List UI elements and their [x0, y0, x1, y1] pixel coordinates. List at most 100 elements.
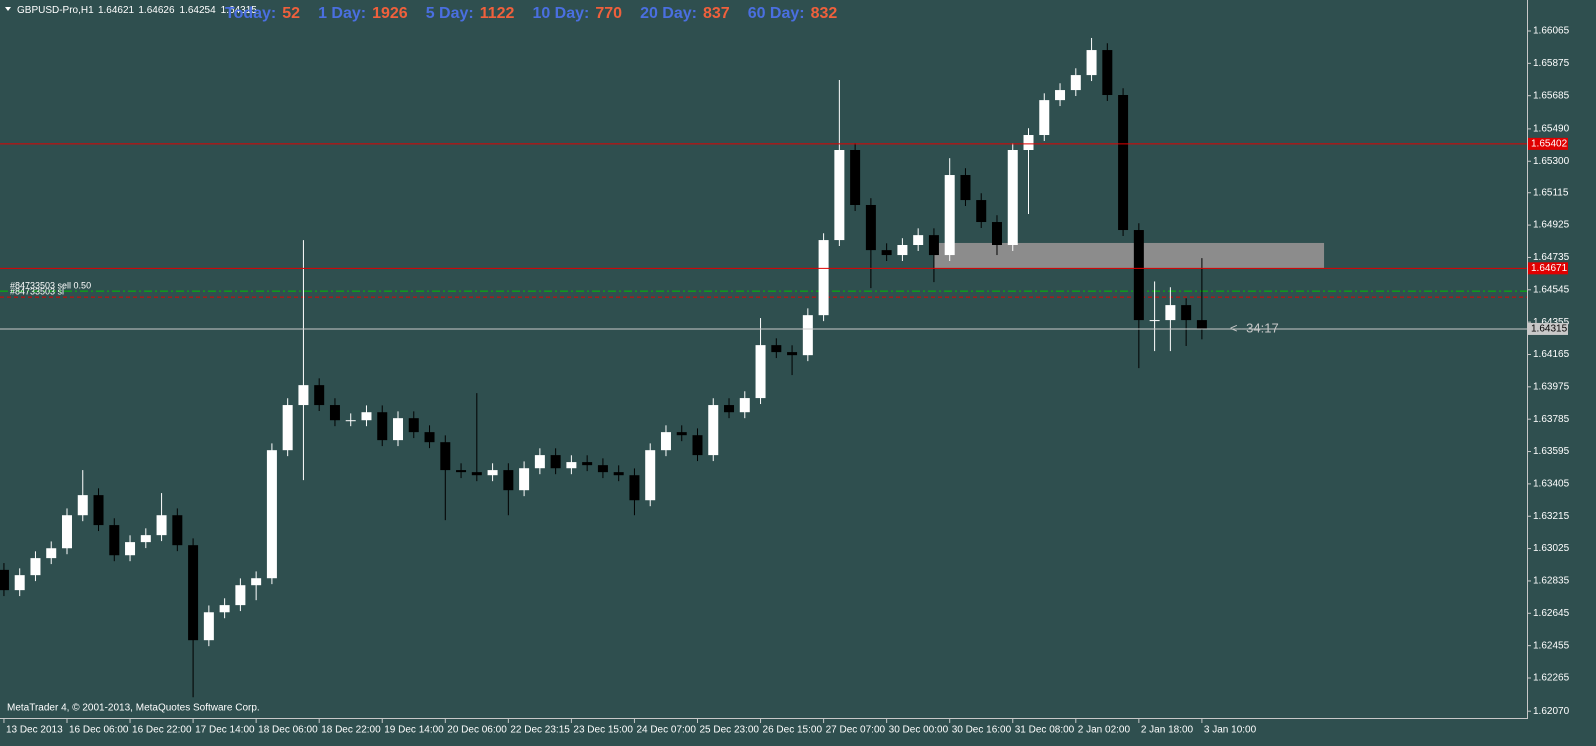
stat-value: 837: [703, 5, 730, 22]
stat-value: 770: [595, 5, 622, 22]
candle-body: [991, 222, 1002, 246]
candle-body: [913, 235, 924, 246]
candle-body: [802, 315, 813, 356]
candle-body: [440, 442, 451, 471]
candle-body: [629, 475, 640, 501]
candle-body: [93, 495, 104, 526]
stat-value: 832: [811, 5, 838, 22]
y-tick-label: 1.64735: [1533, 252, 1570, 263]
y-tick-label: 1.65685: [1533, 90, 1570, 101]
y-tick-label: 1.63025: [1533, 543, 1570, 554]
stat-label: Today:: [225, 5, 276, 22]
candle-body: [519, 468, 530, 491]
candle-body: [487, 470, 498, 476]
candle-body: [1070, 75, 1081, 91]
y-tick-label: 1.62070: [1533, 706, 1570, 717]
x-tick-label: 18 Dec 22:00: [321, 725, 381, 736]
candle-body: [188, 545, 199, 641]
candle-body: [613, 472, 624, 476]
stat-label: 1 Day:: [318, 5, 366, 22]
candle-body: [46, 548, 57, 559]
candle-body: [298, 385, 309, 406]
candle-body: [125, 542, 136, 556]
ohlc-value: 1.64621: [98, 5, 135, 16]
level-tag: [1528, 262, 1568, 275]
y-tick-label: 1.65490: [1533, 124, 1570, 135]
x-tick-label: 31 Dec 08:00: [1015, 725, 1075, 736]
candle-body: [219, 605, 230, 613]
stats: Today: 52 1 Day: 1926 5 Day: 1122 10 Day: 770 20…: [225, 5, 837, 22]
y-tick-label: 1.63975: [1533, 381, 1570, 392]
candle-body: [550, 455, 561, 469]
candle-body: [1102, 50, 1113, 96]
candle-body: [377, 412, 388, 441]
y-tick-label: 1.64925: [1533, 220, 1570, 231]
candle-body: [77, 495, 88, 516]
ohlc-value: 1.64254: [180, 5, 217, 16]
candle-body: [692, 435, 703, 456]
stat-label: 60 Day:: [748, 5, 805, 22]
x-tick-label: 18 Dec 06:00: [258, 725, 318, 736]
candle-body: [424, 432, 435, 443]
candle-body: [14, 575, 25, 591]
stat-value: 52: [282, 5, 300, 22]
candle-body: [251, 578, 262, 586]
stat-value: 1122: [480, 5, 515, 22]
candle-body: [1023, 135, 1034, 151]
x-tick-label: 3 Jan 10:00: [1204, 725, 1257, 736]
level-label: 1.64671: [1531, 263, 1568, 274]
candle-body: [645, 450, 656, 501]
candle-body: [109, 525, 120, 556]
level-label: 1.64315: [1531, 324, 1568, 335]
candle-body: [944, 175, 955, 256]
candle-body: [534, 455, 545, 469]
candle-body: [314, 385, 325, 406]
y-tick-label: 1.65875: [1533, 58, 1570, 69]
x-tick-label: 22 Dec 23:15: [510, 725, 570, 736]
y-tick-label: 1.65300: [1533, 156, 1570, 167]
candle-body: [676, 432, 687, 436]
stat-label: 20 Day:: [640, 5, 697, 22]
candle-body: [865, 204, 876, 251]
candle-body: [266, 450, 277, 579]
x-tick-label: 20 Dec 06:00: [447, 725, 507, 736]
y-tick-label: 1.66065: [1533, 26, 1570, 37]
candle-body: [739, 398, 750, 413]
y-tick-label: 1.62265: [1533, 673, 1570, 684]
candle-body: [1196, 320, 1207, 329]
candle-body: [172, 515, 183, 546]
candle-body: [566, 462, 577, 469]
candle-body: [156, 515, 167, 536]
x-tick-label: 2 Jan 18:00: [1141, 725, 1194, 736]
x-tick-label: 30 Dec 00:00: [889, 725, 949, 736]
candle-body: [393, 418, 404, 441]
candle-body: [1007, 150, 1018, 246]
y-tick-label: 1.63595: [1533, 446, 1570, 457]
candle-body: [1118, 95, 1129, 231]
candle-body: [881, 250, 892, 256]
candle-body: [755, 345, 766, 399]
y-tick-label: 1.62455: [1533, 640, 1570, 651]
candle-body: [1149, 320, 1160, 322]
candle-body: [1086, 50, 1097, 76]
candle-body: [203, 612, 214, 641]
candle-body: [503, 470, 514, 491]
candle-body: [928, 235, 939, 256]
menu-arrow[interactable]: [5, 7, 11, 11]
y-tick-label: 1.64165: [1533, 349, 1570, 360]
copyright: MetaTrader 4, © 2001-2013, MetaQuotes So…: [7, 703, 260, 714]
candle-body: [282, 405, 293, 451]
candle-body: [361, 412, 372, 421]
candle-body: [235, 585, 246, 606]
order-label: #84733503 sl: [10, 286, 64, 296]
y-tick-label: 1.63785: [1533, 414, 1570, 425]
candle-body: [834, 150, 845, 241]
level-tag: [1528, 322, 1568, 335]
candle-body: [850, 150, 861, 205]
stat-value: 1926: [372, 5, 408, 22]
x-tick-label: 24 Dec 07:00: [636, 725, 696, 736]
symbol: GBPUSD-Pro,H1: [17, 5, 94, 16]
candle-body: [771, 345, 782, 353]
